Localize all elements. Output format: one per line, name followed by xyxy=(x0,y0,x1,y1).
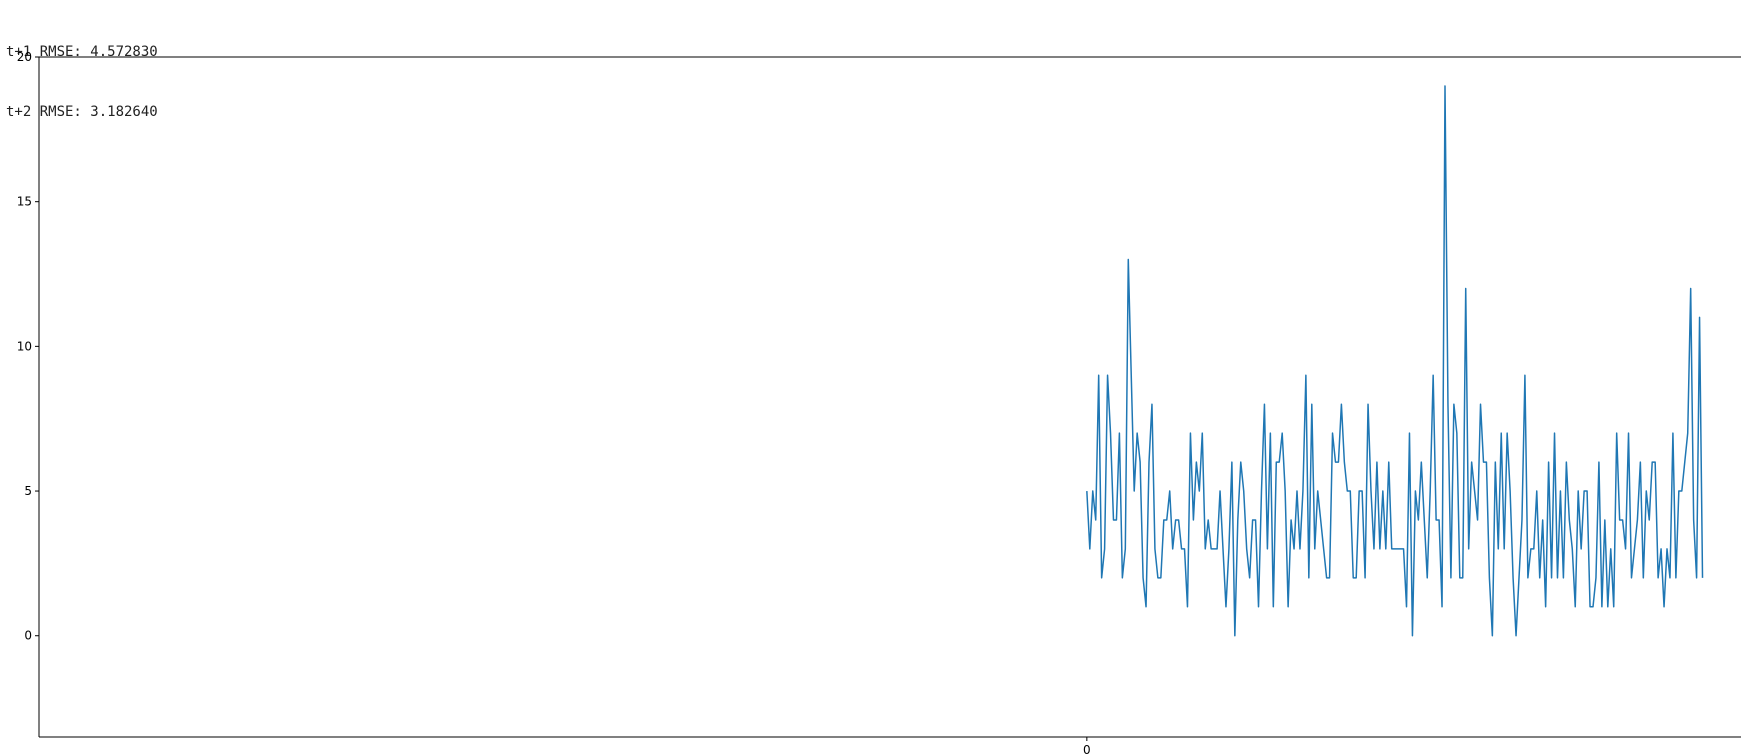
axes-layer: 0 5 10 15 20 0 xyxy=(17,50,1741,756)
y-tick-label-15: 15 xyxy=(17,195,32,209)
y-tick-label-10: 10 xyxy=(17,339,32,353)
rmse-line-t2: t+2 RMSE: 3.182640 xyxy=(6,104,158,120)
y-tick-label-20: 20 xyxy=(17,50,32,64)
series-line-0 xyxy=(1086,85,1704,637)
rmse-line-t1: t+1 RMSE: 4.572830 xyxy=(6,44,158,60)
x-tick-label-0: 0 xyxy=(1083,743,1091,756)
y-tick-label-5: 5 xyxy=(24,484,32,498)
output-text: t+1 RMSE: 4.572830 t+2 RMSE: 3.182640 xyxy=(6,2,158,142)
y-tick-label-0: 0 xyxy=(24,629,32,643)
series-layer xyxy=(1086,85,1704,637)
